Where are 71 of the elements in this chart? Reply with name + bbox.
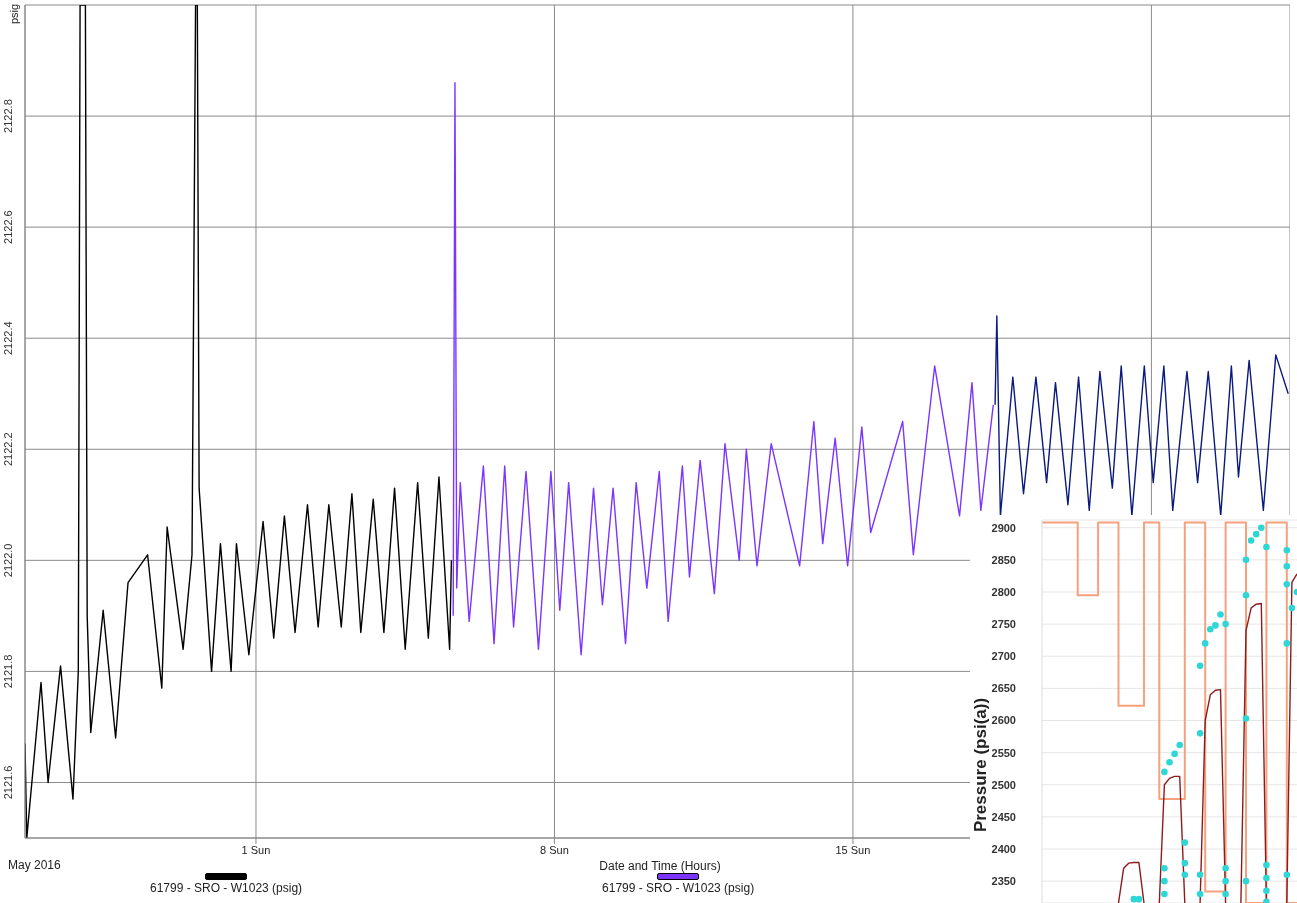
point [1222, 620, 1229, 628]
x-axis-title: Date and Time (Hours) [599, 859, 721, 873]
point [1283, 580, 1291, 588]
point [1222, 865, 1229, 872]
point [1283, 871, 1291, 879]
y-tick-label: 2600 [991, 714, 1016, 727]
point [1263, 543, 1270, 551]
y-tick-label: 2122.2 [2, 432, 14, 467]
point [1222, 890, 1229, 898]
point [1171, 750, 1178, 758]
point [1196, 730, 1204, 737]
point [1166, 758, 1173, 766]
x-tick-label: 1 Sun [241, 843, 271, 856]
y-tick-label: 2700 [991, 650, 1016, 663]
text: May 2016 [8, 858, 61, 872]
line-series [452, 82, 994, 656]
y-tick-label: 2450 [991, 810, 1016, 823]
point [1247, 537, 1255, 544]
point [1201, 640, 1209, 647]
point [1181, 859, 1189, 867]
point [1181, 839, 1189, 846]
y-axis-title: Pressure (psi(a)) [971, 697, 991, 833]
point [1181, 871, 1189, 879]
y-tick-label: 2122.4 [2, 321, 14, 356]
point [1135, 895, 1143, 903]
y-tick-label: 2121.8 [2, 654, 14, 689]
point [1212, 622, 1219, 629]
point [1242, 591, 1250, 599]
y-axis-title: psig [8, 3, 20, 25]
line-series [994, 315, 1289, 517]
y-tick-label: 2550 [991, 746, 1016, 759]
point [1196, 662, 1204, 670]
x-tick-label: 8 Sun [540, 843, 569, 856]
y-tick-label: 2350 [991, 875, 1016, 888]
point [1217, 611, 1224, 618]
point [1161, 890, 1168, 898]
y-tick-label: 2500 [991, 778, 1016, 791]
point [1161, 768, 1168, 776]
point [1176, 741, 1183, 749]
y-tick-label: 2122.6 [2, 210, 14, 244]
point [1161, 877, 1168, 885]
point [1196, 871, 1204, 879]
point [1196, 890, 1204, 898]
legend-label: 61799 - SRO - W1023 (psig) [150, 881, 303, 895]
point [1252, 530, 1260, 538]
point [1207, 625, 1214, 633]
y-tick-label: 2650 [991, 682, 1016, 695]
y-tick-label: 2400 [991, 843, 1016, 856]
y-tick-label: 2800 [991, 585, 1016, 598]
point [1263, 887, 1270, 895]
y-tick-label: 2750 [991, 618, 1016, 631]
point [1283, 562, 1291, 570]
y-tick-label: 2121.6 [2, 765, 14, 800]
point [1283, 640, 1291, 647]
point [1258, 524, 1265, 531]
point [1263, 874, 1270, 882]
legend-label: 61799 - SRO - W1023 (psig) [602, 881, 755, 895]
y-tick-label: 2122.8 [2, 99, 14, 133]
y-tick-label: 2850 [991, 553, 1016, 566]
x-tick-label: 15 Sun [835, 843, 871, 856]
point [1161, 865, 1168, 872]
point [1242, 877, 1250, 885]
y-tick-label: 2900 [991, 521, 1016, 534]
point [1263, 861, 1270, 869]
point [1242, 556, 1250, 564]
y-tick-label: 2122.0 [2, 543, 14, 578]
point [1283, 546, 1291, 554]
point [1222, 877, 1229, 885]
point [1242, 715, 1250, 722]
point [1263, 898, 1270, 903]
point [1288, 604, 1296, 612]
